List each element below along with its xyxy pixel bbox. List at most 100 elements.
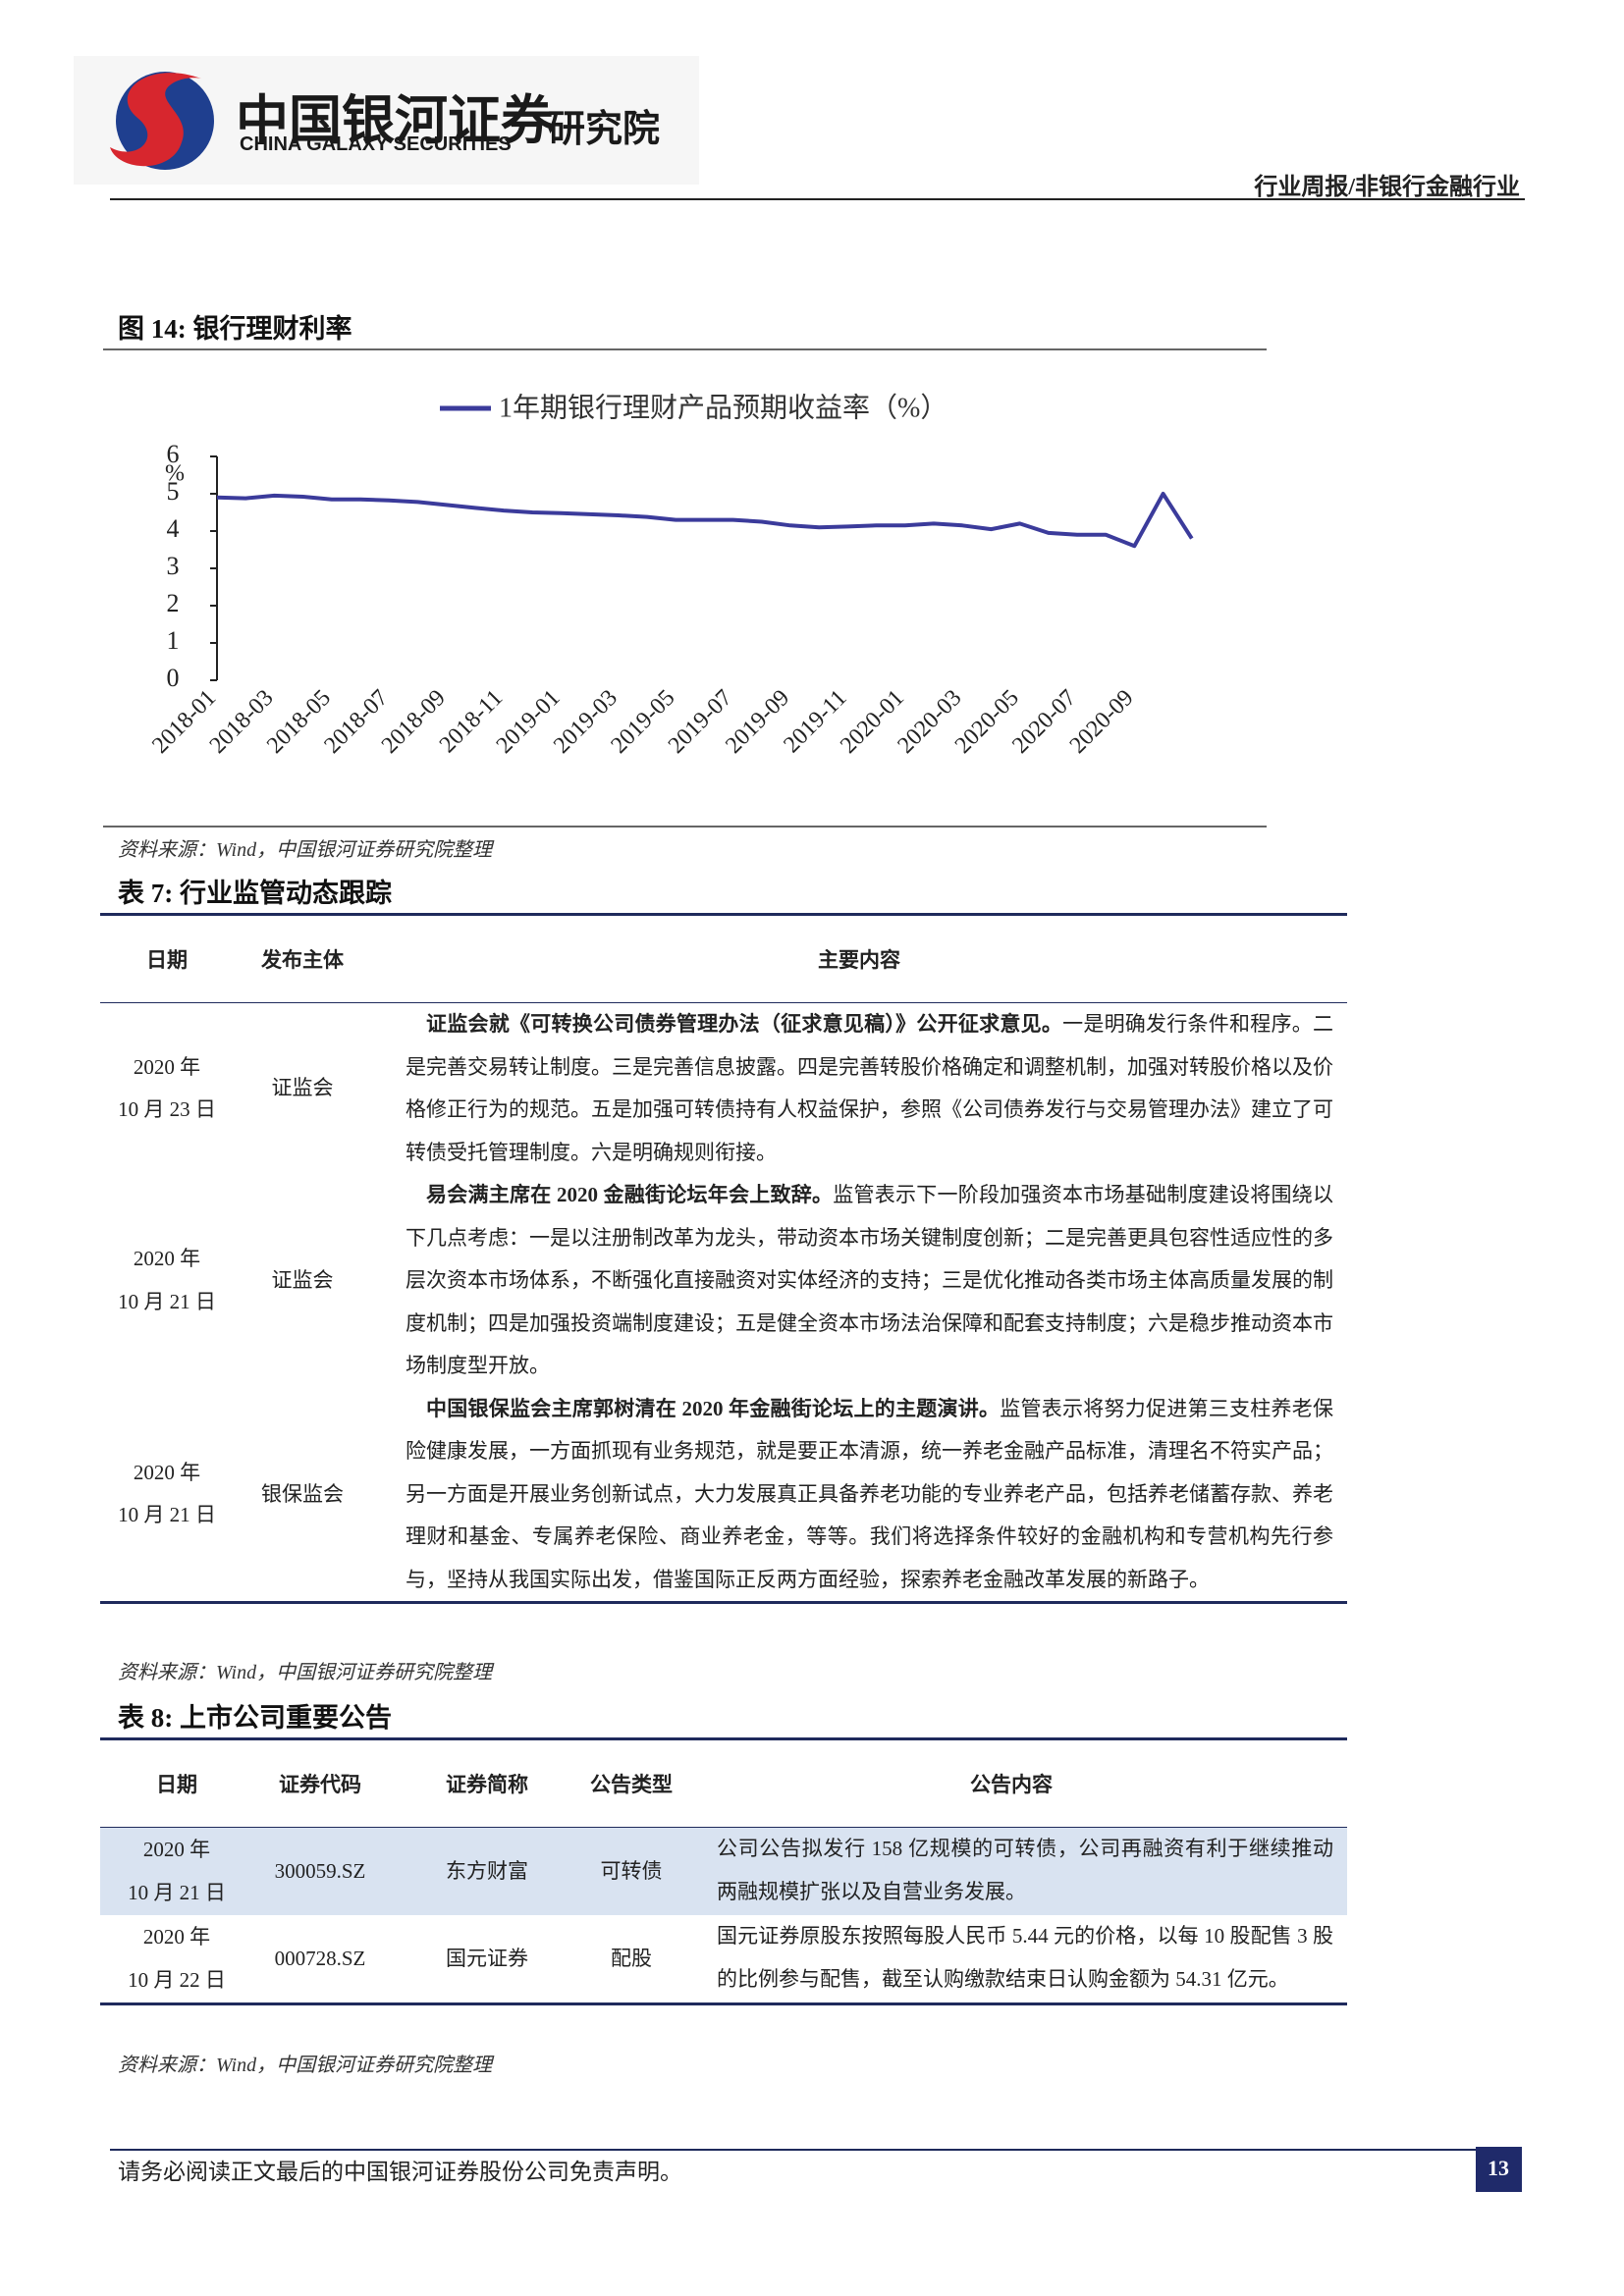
content-text: 一是明确发行条件和程序。二是完善交易转让制度。三是完善信息披露。四是完善转股价格… — [406, 1012, 1334, 1164]
date-line: 2020 年 — [133, 1054, 201, 1079]
x-tick-label: 2018-09 — [377, 685, 451, 759]
x-tick-label: 2020-09 — [1065, 685, 1139, 759]
legend-label: 1年期银行理财产品预期收益率（%） — [499, 392, 947, 423]
cell-text: 银保监会 — [261, 1481, 344, 1506]
page-number-box — [1476, 2147, 1522, 2192]
cell-text: 证监会 — [271, 1268, 334, 1292]
x-tick-label: 2020-05 — [950, 685, 1024, 759]
cell-text: 000728.SZ — [274, 1946, 366, 1970]
table-title: 表 8: 上市公司重要公告 — [118, 1703, 392, 1733]
date-line: 10 月 21 日 — [118, 1289, 216, 1313]
x-tick-label: 2019-03 — [549, 685, 623, 759]
y-tick-label: 3 — [167, 552, 180, 580]
table-row: 2020 年 10 月 21 日 300059.SZ 东方财富 可转债 公司公告拟发行 1… — [100, 1827, 1347, 1915]
table-cell: 2020 年 10 月 23 日 — [100, 1003, 234, 1175]
table-cell: 2020 年 10 月 21 日 — [100, 1174, 234, 1388]
date-line: 2020 年 — [133, 1460, 201, 1484]
column-header: 公告内容 — [676, 1737, 1347, 1828]
date-line: 10 月 22 日 — [128, 1967, 226, 1992]
cell-text: 国元证券 — [446, 1946, 528, 1970]
table: 日期 证券代码 证券简称 公告类型 公告内容 2020 年 10 月 21 日 300059.… — [100, 1737, 1347, 2005]
date-line: 10 月 21 日 — [118, 1503, 216, 1527]
content-text: 监管表示将努力促进第三支柱养老保险健康发展，一方面抓现有业务规范，就是要正本清源… — [406, 1396, 1333, 1591]
date-line: 2020 年 — [142, 1838, 211, 1861]
disclaimer: 请务必阅读正文最后的中国银河证券股份公司免责声明。 — [118, 2160, 682, 2184]
column-header: 证券简称 — [387, 1737, 587, 1828]
table-row: 2020 年 10 月 22 日 000728.SZ 国元证券 配股 国元证券原股东按照每… — [100, 1915, 1347, 2005]
table-row: 2020 年 10 月 21 日 银保监会 中国银保监会主席郭树清在 2020 年金融… — [100, 1387, 1347, 1604]
table-cell: 可转债 — [587, 1827, 676, 1915]
table-cell: 2020 年 10 月 22 日 — [100, 1915, 253, 2005]
cell-text: 证监会 — [271, 1076, 334, 1100]
table-cell: 配股 — [587, 1915, 676, 2005]
y-tick-label: 1 — [167, 626, 180, 655]
table-cell: 银保监会 — [234, 1387, 371, 1604]
table-cell: 2020 年 10 月 21 日 — [100, 1387, 234, 1604]
table: 日期 发布主体 主要内容 2020 年 10 月 23 日证监会 证监会就《可转换公司债券… — [100, 913, 1347, 1604]
content-text: 国元证券原股东按照每股人民币 5.44 元的价格，以每 10 股配售 3 股的比… — [717, 1924, 1333, 1991]
source-note: 资料来源：Wind，中国银河证券研究院整理 — [118, 1662, 493, 1683]
logo-en: CHINA GALAXY SECURITIES — [240, 133, 512, 155]
y-tick-label: 2 — [167, 589, 180, 617]
y-tick-label: 4 — [167, 514, 180, 543]
x-tick-label: 2018-01 — [147, 685, 221, 759]
content-lead: 中国银保监会主席郭树清在 2020 年金融街论坛上的主题演讲。 — [426, 1396, 1001, 1420]
x-tick-label: 2019-07 — [664, 685, 737, 759]
table-cell: 公司公告拟发行 158 亿规模的可转债，公司再融资有利于继续推动两融规模扩张以及… — [676, 1827, 1347, 1915]
logo-cn: 中国银河证券 — [236, 89, 554, 151]
x-tick-label: 2020-01 — [836, 685, 909, 759]
table-cell: 证监会就《可转换公司债券管理办法（征求意见稿）》公开征求意见。一是明确发行条件和… — [371, 1003, 1347, 1175]
data-line — [216, 492, 1194, 549]
table-cell: 证监会 — [234, 1003, 371, 1175]
page-number: 13 — [1488, 2156, 1509, 2180]
y-tick-label: 6 — [167, 440, 180, 468]
source-note: 资料来源：Wind，中国银河证券研究院整理 — [118, 839, 493, 861]
column-header: 公告类型 — [587, 1737, 676, 1828]
column-header: 日期 — [100, 1737, 253, 1828]
x-tick-label: 2018-07 — [319, 685, 393, 759]
table-row: 2020 年 10 月 23 日 证监会 证监会就《可转换公司债券管理办法（征求意见稿… — [100, 1003, 1347, 1175]
table-cell: 000728.SZ — [253, 1915, 387, 2005]
x-tick-label: 2019-01 — [492, 685, 566, 759]
y-tick-label: 0 — [167, 664, 180, 692]
x-tick-label: 2020-07 — [1007, 685, 1081, 759]
x-tick-label: 2019-09 — [721, 685, 794, 759]
x-tick-label: 2018-05 — [262, 685, 336, 759]
content-lead: 易会满主席在 2020 金融街论坛年会上致辞。 — [426, 1183, 834, 1206]
table-title: 表 7: 行业监管动态跟踪 — [118, 879, 392, 908]
cell-text: 可转债 — [600, 1858, 663, 1883]
logo-sub: 研究院 — [548, 107, 661, 150]
date-line: 2020 年 — [133, 1247, 201, 1271]
table-cell: 东方财富 — [387, 1827, 587, 1915]
table-cell: 国元证券 — [387, 1915, 587, 2005]
section-label: 行业周报/非银行金融行业 — [1254, 175, 1520, 200]
logo-swirl — [110, 73, 201, 167]
column-header: 发布主体 — [234, 913, 371, 1003]
content-text: 公司公告拟发行 158 亿规模的可转债，公司再融资有利于继续推动两融规模扩张以及… — [717, 1837, 1333, 1903]
table-cell: 易会满主席在 2020 金融街论坛年会上致辞。监管表示下一阶段加强资本市场基础制… — [371, 1174, 1347, 1388]
table-cell: 2020 年 10 月 21 日 — [100, 1827, 253, 1915]
figure-title: 图 14: 银行理财利率 — [118, 314, 352, 344]
date-line: 2020 年 — [142, 1925, 211, 1949]
table-cell: 国元证券原股东按照每股人民币 5.44 元的价格，以每 10 股配售 3 股的比… — [676, 1915, 1347, 2005]
column-header: 证券代码 — [253, 1737, 387, 1828]
cell-text: 300059.SZ — [274, 1858, 366, 1883]
cell-text: 配股 — [611, 1946, 652, 1970]
x-tick-label: 2019-05 — [606, 685, 679, 759]
y-axis-label: % — [165, 461, 185, 487]
column-header: 日期 — [100, 913, 234, 1003]
y-tick-label: 5 — [167, 477, 180, 506]
table-cell: 300059.SZ — [253, 1827, 387, 1915]
date-line: 10 月 23 日 — [118, 1097, 216, 1121]
source-note: 资料来源：Wind，中国银河证券研究院整理 — [118, 2055, 493, 2076]
table-cell: 证监会 — [234, 1174, 371, 1388]
x-tick-label: 2018-03 — [205, 685, 279, 759]
content-text: 监管表示下一阶段加强资本市场基础制度建设将围绕以下几点考虑：一是以注册制改革为龙… — [406, 1183, 1333, 1377]
content-lead: 证监会就《可转换公司债券管理办法（征求意见稿）》公开征求意见。 — [426, 1012, 1063, 1036]
date-line: 10 月 21 日 — [128, 1880, 226, 1904]
column-header: 主要内容 — [371, 913, 1347, 1003]
table-row: 2020 年 10 月 21 日 证监会 易会满主席在 2020 金融街论坛年会上致辞… — [100, 1174, 1347, 1388]
table-cell: 中国银保监会主席郭树清在 2020 年金融街论坛上的主题演讲。监管表示将努力促进… — [371, 1387, 1347, 1604]
